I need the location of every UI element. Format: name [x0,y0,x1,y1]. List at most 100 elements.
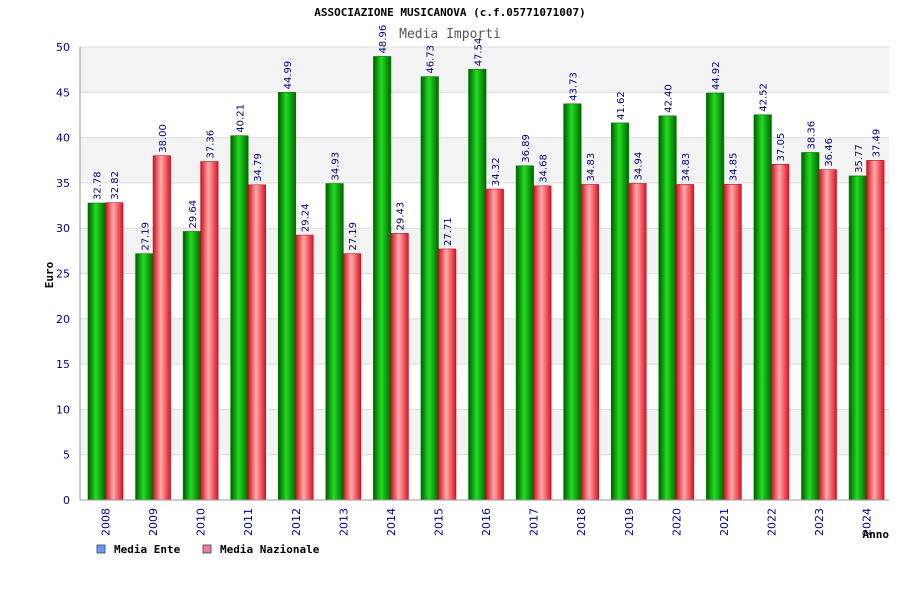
y-tick-label: 30 [56,222,70,235]
bar-media-nazionale-2014 [390,233,409,501]
y-axis-label: Euro [43,261,56,288]
bar-media-ente-2012 [277,92,297,501]
bars [87,56,885,501]
value-label: 36.46 [824,138,835,167]
x-tick-label: 2023 [813,508,826,536]
chart-title: ASSOCIAZIONE MUSICANOVA (c.f.05771071007… [314,6,586,19]
legend-swatch-media-ente [96,544,106,554]
y-tick-label: 50 [56,41,70,54]
value-label: 34.32 [491,157,502,186]
x-tick-label: 2016 [480,508,493,536]
x-tick-label: 2012 [290,508,303,536]
value-label: 34.85 [729,153,740,182]
y-tick-label: 15 [56,358,70,371]
x-tick-label: 2024 [861,508,874,536]
value-label: 44.99 [283,61,294,90]
bar-media-nazionale-2019 [628,183,647,501]
value-label: 42.40 [664,84,675,113]
bar-media-ente-2018 [563,103,582,501]
bar-media-ente-2022 [753,114,772,501]
y-tick-label: 45 [56,86,70,99]
x-tick-label: 2022 [765,508,778,536]
bar-media-ente-2010 [182,231,201,501]
value-label: 34.68 [538,154,549,183]
bar-media-nazionale-2021 [723,183,742,501]
value-label: 34.94 [634,152,645,181]
y-axis-ticks: 0 5 10 15 20 25 30 35 40 45 50 [56,41,70,507]
value-label: 43.73 [568,72,579,101]
value-label: 29.43 [396,202,407,231]
value-label: 35.77 [854,144,865,173]
value-label: 27.71 [443,217,454,246]
x-tick-label: 2015 [432,508,445,536]
bar-media-ente-2009 [135,253,154,501]
x-tick-label: 2014 [385,508,398,536]
y-tick-label: 5 [63,449,70,462]
value-label: 38.00 [158,124,169,153]
y-tick-label: 35 [56,177,70,190]
value-label: 34.79 [253,153,264,182]
value-label: 37.05 [776,133,787,162]
x-tick-label: 2021 [718,508,731,536]
value-label: 27.19 [348,222,359,251]
value-label: 41.62 [616,91,627,120]
x-tick-label: 2017 [528,508,541,536]
y-tick-label: 10 [56,403,70,416]
value-label: 34.83 [681,153,692,182]
x-tick-label: 2018 [575,508,588,536]
x-tick-label: 2009 [147,508,160,536]
value-label: 32.78 [93,171,104,200]
bar-media-ente-2019 [610,122,630,501]
value-label: 36.89 [521,134,532,163]
value-label: 32.82 [110,171,121,200]
bar-media-nazionale-2024 [866,160,885,501]
x-tick-label: 2013 [337,508,350,536]
bar-media-ente-2023 [801,152,820,501]
y-tick-label: 40 [56,132,70,145]
bar-media-ente-2016 [468,68,487,501]
bar-media-nazionale-2012 [295,234,314,501]
value-label: 46.73 [426,45,437,74]
bar-media-nazionale-2010 [200,161,219,501]
y-tick-label: 25 [56,268,70,281]
x-tick-label: 2008 [100,508,113,536]
chart-subtitle: Media Importi [399,27,501,42]
value-label: 48.96 [378,25,389,54]
bar-media-nazionale-2013 [343,253,362,501]
bar-media-ente-2014 [373,56,392,501]
bar-media-ente-2013 [325,183,344,501]
bar-media-nazionale-2015 [438,248,457,501]
bar-media-nazionale-2016 [485,188,504,501]
value-label: 34.93 [331,152,342,181]
legend-label-media-ente: Media Ente [114,543,181,556]
bar-media-nazionale-2020 [676,184,695,501]
bar-media-nazionale-2022 [771,164,790,501]
value-label: 44.92 [711,61,722,90]
bar-media-nazionale-2023 [818,169,837,501]
bar-media-nazionale-2011 [247,184,267,501]
bar-media-ente-2015 [420,76,439,501]
bar-media-ente-2017 [515,165,534,501]
bar-media-nazionale-2018 [580,184,599,501]
value-label: 40.21 [235,104,246,133]
value-label: 34.83 [586,153,597,182]
bar-media-ente-2011 [230,135,249,501]
bar-media-ente-2008 [87,202,106,501]
value-label: 29.64 [188,200,199,229]
value-label: 29.24 [301,203,312,232]
value-label: 42.52 [759,83,770,112]
bar-media-ente-2024 [848,175,867,501]
x-tick-label: 2019 [623,508,636,536]
bar-media-ente-2021 [706,92,725,501]
x-axis-ticks: 2008 2009 2010 2011 2012 2013 2014 2015 2016 2017… [100,508,874,536]
bar-media-nazionale-2009 [152,155,171,501]
bar-media-ente-2020 [658,115,677,501]
x-tick-label: 2011 [242,508,255,536]
value-label: 37.49 [871,129,882,158]
y-tick-label: 0 [63,494,70,507]
bar-media-nazionale-2017 [533,185,552,501]
legend-label-media-nazionale: Media Nazionale [220,543,320,556]
x-tick-label: 2010 [195,508,208,536]
y-tick-label: 20 [56,313,70,326]
